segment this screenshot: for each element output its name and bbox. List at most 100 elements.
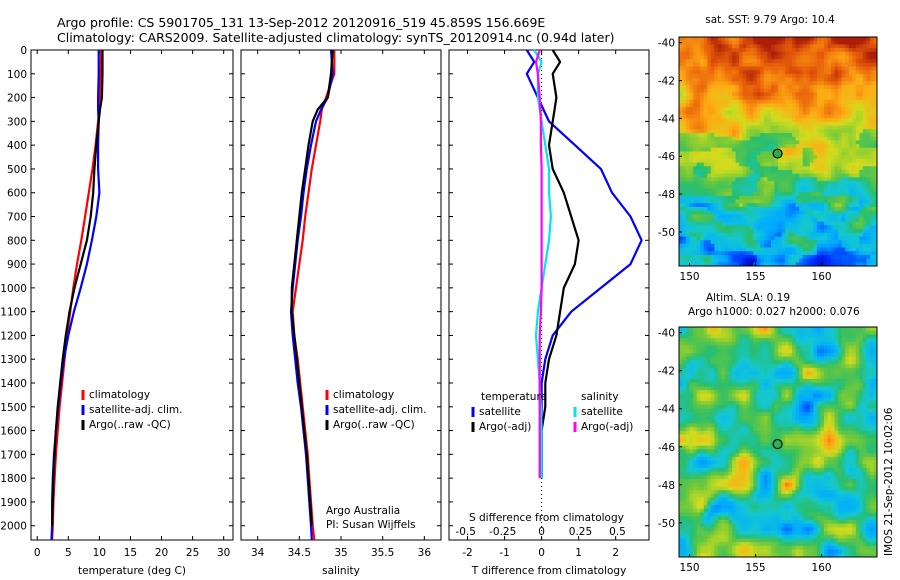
heatmap-cell [686,404,691,410]
heatmap-cell [760,173,765,178]
heatmap-cell [756,371,761,376]
heatmap-cell [862,37,867,42]
heatmap-cell [721,66,726,71]
plot-frame [30,49,234,541]
heatmap-cell [792,378,797,384]
heatmap-cell [682,378,687,384]
heatmap-cell [689,62,694,67]
heatmap-cell [795,254,800,260]
heatmap-cell [859,397,864,402]
heatmap-cell [823,393,828,398]
heatmap-cell [848,114,853,119]
heatmap-cell [728,129,733,134]
heatmap-cell [735,225,740,230]
heatmap-cell [869,338,874,343]
heatmap-cell [710,147,715,152]
heatmap-cell [714,103,719,108]
heatmap-cell [682,206,687,211]
heatmap-cell [682,73,687,79]
heatmap-cell [873,341,878,346]
heatmap-cell [838,114,843,119]
heatmap-cell [816,360,821,365]
heatmap-cell [753,40,758,45]
heatmap-cell [763,345,768,350]
heatmap-cell [845,393,850,398]
y-tick-label-1700: 1700 [0,449,27,461]
heatmap-cell [774,210,779,215]
heatmap-cell [823,367,828,372]
heatmap-cell [763,169,768,175]
heatmap-cell [735,341,740,346]
heatmap-cell [859,44,864,49]
heatmap-cell [700,397,705,402]
heatmap-cell [721,199,726,204]
heatmap-cell [703,390,708,395]
heatmap-cell [845,48,850,53]
heatmap-cell [721,251,726,256]
heatmap-cell [799,129,804,134]
heatmap-cell [792,349,797,354]
heatmap-cell [749,103,754,108]
heatmap-cell [831,114,835,119]
heatmap-cell [689,236,694,241]
heatmap-cell [767,166,772,171]
heatmap-cell [813,125,818,130]
heatmap-cell [700,345,705,350]
heatmap-cell [735,360,740,365]
heatmap-cell [809,397,814,402]
heatmap-cell [679,210,683,215]
heatmap-cell [788,356,793,361]
heatmap-cell [724,386,729,391]
heatmap-cell [795,404,800,410]
legend-label-climatology: climatology [333,389,394,401]
heatmap-cell [710,184,715,189]
heatmap-cell [742,77,747,82]
heatmap-cell [721,125,726,130]
heatmap-cell [848,232,853,237]
heatmap-cell [686,393,691,398]
heatmap-cell [792,37,797,42]
heatmap-cell [710,37,715,42]
heatmap-cell [834,173,839,178]
heatmap-cell [763,349,768,354]
heatmap-cell [859,382,864,387]
heatmap-cell [742,364,747,369]
heatmap-cell [728,81,733,86]
heatmap-cell [852,73,857,79]
heatmap-cell [845,40,850,45]
heatmap-cell [820,121,825,127]
heatmap-cell [753,254,758,260]
heatmap-cell [802,203,807,208]
heatmap-cell [831,240,835,245]
heatmap-cell [838,356,843,361]
heatmap-cell [696,73,701,79]
heatmap-cell [700,62,705,67]
heatmap-cell [866,88,871,93]
heatmap-cell [707,81,712,86]
heatmap-cell [778,103,782,108]
heatmap-cell [742,352,747,358]
heatmap-cell [767,247,772,252]
heatmap-cell [749,48,754,53]
heatmap-cell [788,133,793,138]
heatmap-cell [823,99,828,104]
heatmap-cell [799,48,804,53]
heatmap-cell [732,140,736,145]
heatmap-cell [728,118,733,123]
heatmap-cell [873,40,878,45]
heatmap-cell [710,44,715,49]
heatmap-cell [778,345,782,350]
heatmap-cell [788,136,793,141]
heatmap-cell [806,59,811,64]
heatmap-cell [802,371,807,376]
heatmap-cell [781,397,786,402]
heatmap-cell [767,195,772,200]
heatmap-cell [792,166,797,171]
heatmap-cell [820,206,825,211]
heatmap-cell [770,334,775,339]
heatmap-cell [806,169,811,175]
heatmap-cell [813,240,818,245]
heatmap-cell [721,327,726,332]
heatmap-cell [700,327,705,332]
heatmap-cell [739,401,744,406]
